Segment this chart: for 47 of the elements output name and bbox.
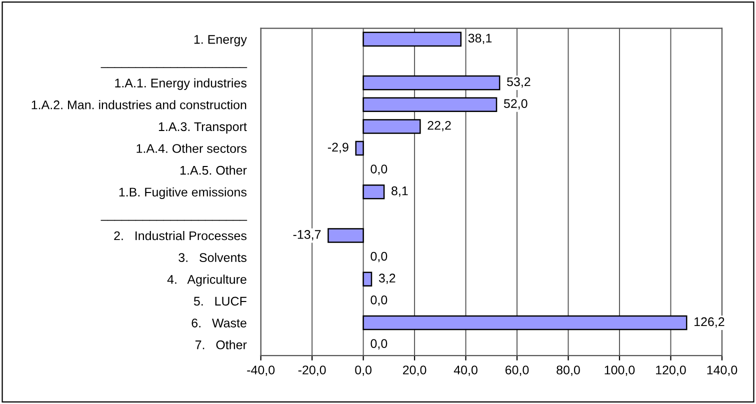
data-label: -2,9 [328, 142, 348, 154]
x-tick-label: 20,0 [403, 366, 426, 376]
bar [362, 97, 498, 112]
data-label: -13,7 [293, 230, 321, 240]
data-label: 52,0 [504, 99, 528, 110]
x-tick-label: 140,0 [707, 366, 738, 376]
bar [328, 228, 364, 243]
y-tick-label: 1.B. Fugitive emissions [119, 187, 246, 200]
x-tick-label: 0,0 [355, 366, 372, 376]
y-tick-label: 4. Agriculture [167, 274, 246, 286]
x-tick-label: 40,0 [454, 366, 478, 376]
y-tick-label: 7. Other [195, 340, 247, 350]
y-tick-label: 5. LUCF [194, 296, 246, 306]
bar [362, 32, 462, 47]
y-tick-label: 1.A.2. Man. industries and construction [32, 100, 246, 110]
y-tick-label: 1. Energy [194, 35, 247, 46]
x-tick-label: -20,0 [298, 366, 326, 376]
data-label: 0,0 [370, 339, 388, 350]
x-tick-label: 120,0 [656, 366, 686, 376]
x-tick-label: 60,0 [505, 366, 529, 376]
data-label: 38,1 [468, 34, 492, 44]
y-tick-label: 2. Industrial Processes [114, 231, 246, 240]
bar [362, 75, 500, 90]
data-label: 126,2 [694, 317, 724, 328]
bar [362, 184, 385, 200]
y-tick-label: 3. Solvents [178, 252, 246, 262]
x-tick-label: 80,0 [556, 366, 580, 376]
x-tick-label: 100,0 [604, 366, 635, 376]
data-label: 0,0 [370, 164, 388, 175]
data-label: 53,2 [507, 77, 530, 88]
y-tick-label: 1.A.3. Transport [158, 122, 247, 134]
data-label: 3,2 [378, 274, 396, 284]
y-tick-label: 1.A.4. Other sectors [136, 144, 246, 153]
data-label: 22,2 [428, 120, 451, 132]
y-tick-label: _____________________ [100, 220, 248, 221]
y-tick-label: 1.A.5. Other [180, 166, 247, 175]
data-label: 8,1 [392, 186, 408, 197]
bar [355, 140, 364, 156]
bar [362, 315, 688, 330]
bar [362, 272, 372, 287]
x-tick-label: -40,0 [247, 366, 275, 376]
y-tick-label: _____________________ [100, 67, 248, 68]
y-tick-label: 1.A.1. Energy industries [115, 78, 246, 90]
y-tick-label: 6. Waste [192, 318, 246, 328]
data-label: 0,0 [370, 252, 388, 262]
bar [362, 119, 421, 134]
data-label: 0,0 [370, 295, 388, 306]
